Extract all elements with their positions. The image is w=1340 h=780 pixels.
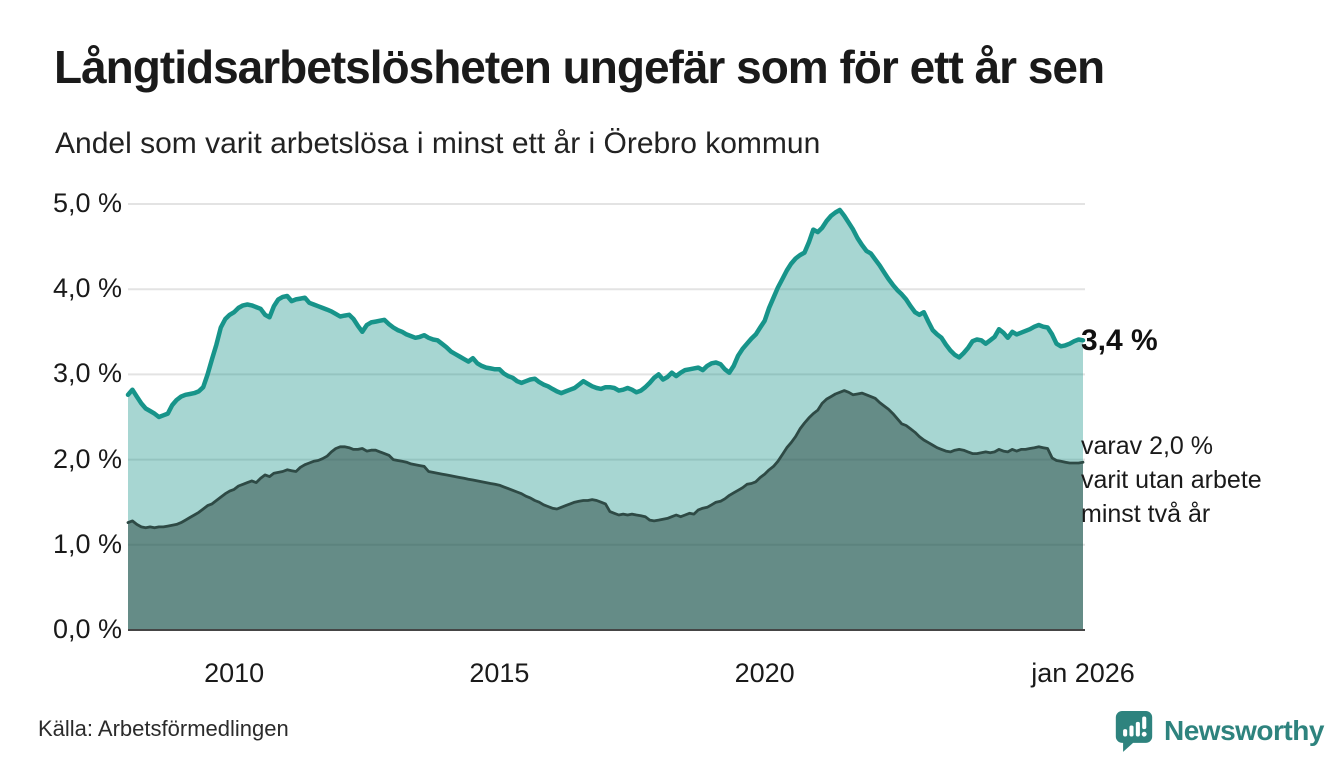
page-title: Långtidsarbetslösheten ungefär som för e…	[54, 41, 1105, 93]
latest-value-label: 3,4 %	[1081, 324, 1158, 357]
y-tick-label: 5,0 %	[53, 187, 123, 218]
y-tick-label: 1,0 %	[53, 528, 123, 559]
chart-subtitle: Andel som varit arbetslösa i minst ett å…	[55, 127, 821, 160]
annotation-line: varit utan arbete	[1081, 466, 1262, 494]
area-fill-series-2	[128, 390, 1083, 630]
x-tick-label: 2020	[734, 658, 795, 688]
newsworthy-logo-icon	[1115, 711, 1153, 752]
y-tick-label: 4,0 %	[53, 273, 123, 304]
y-tick-label: 3,0 %	[53, 358, 123, 389]
newsworthy-wordmark: Newsworthy	[1164, 715, 1324, 746]
y-tick-label: 0,0 %	[53, 613, 123, 644]
x-tick-label: 2015	[469, 658, 530, 688]
newsworthy-brand: Newsworthy	[1114, 710, 1324, 752]
x-tick-label: jan 2026	[1031, 658, 1135, 688]
y-tick-label: 2,0 %	[53, 443, 123, 474]
annotation-line: minst två år	[1081, 500, 1211, 528]
source-note: Källa: Arbetsförmedlingen	[38, 716, 289, 741]
annotation-line: varav 2,0 %	[1081, 432, 1214, 460]
x-tick-label: 2010	[204, 658, 265, 688]
secondary-series-annotation: varav 2,0 % varit utan arbete minst två …	[1081, 429, 1262, 531]
line-series-2	[126, 389, 1085, 530]
line-series-1	[125, 207, 1086, 420]
